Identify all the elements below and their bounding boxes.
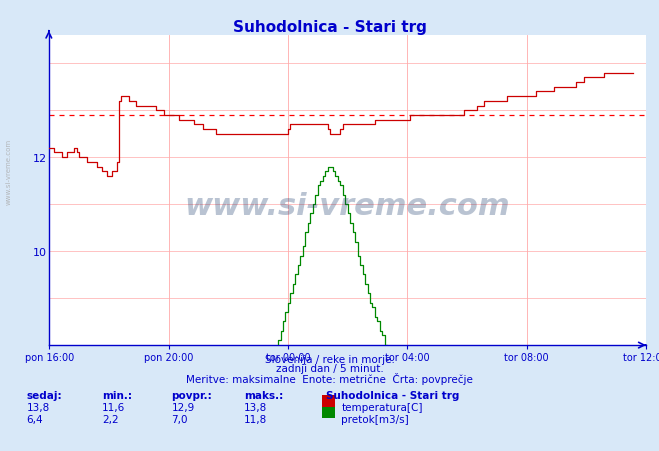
Text: zadnji dan / 5 minut.: zadnji dan / 5 minut. [275, 363, 384, 373]
Text: 2,2: 2,2 [102, 414, 119, 424]
Text: 12,9: 12,9 [171, 402, 194, 412]
Text: povpr.:: povpr.: [171, 390, 212, 400]
Text: temperatura[C]: temperatura[C] [341, 402, 423, 412]
Text: www.si-vreme.com: www.si-vreme.com [5, 138, 11, 204]
Text: Suhodolnica - Stari trg: Suhodolnica - Stari trg [326, 390, 459, 400]
Text: 11,8: 11,8 [244, 414, 267, 424]
Text: min.:: min.: [102, 390, 132, 400]
Text: 6,4: 6,4 [26, 414, 43, 424]
Text: maks.:: maks.: [244, 390, 283, 400]
Text: 13,8: 13,8 [244, 402, 267, 412]
Text: Suhodolnica - Stari trg: Suhodolnica - Stari trg [233, 20, 426, 35]
Text: 13,8: 13,8 [26, 402, 49, 412]
Text: Slovenija / reke in morje.: Slovenija / reke in morje. [264, 354, 395, 364]
Text: pretok[m3/s]: pretok[m3/s] [341, 414, 409, 424]
Text: sedaj:: sedaj: [26, 390, 62, 400]
Text: Meritve: maksimalne  Enote: metrične  Črta: povprečje: Meritve: maksimalne Enote: metrične Črta… [186, 372, 473, 384]
Text: 11,6: 11,6 [102, 402, 125, 412]
Text: 7,0: 7,0 [171, 414, 188, 424]
Text: www.si-vreme.com: www.si-vreme.com [185, 192, 511, 221]
